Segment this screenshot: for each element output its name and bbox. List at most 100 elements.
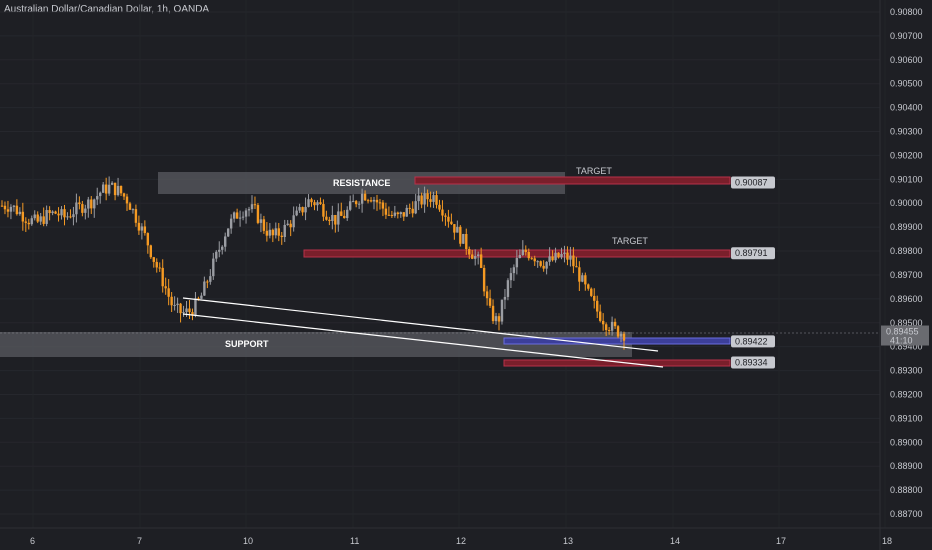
candle-body <box>21 211 25 222</box>
candle-body <box>366 200 370 202</box>
candle-body <box>122 193 126 197</box>
candle-body <box>509 273 513 281</box>
candle-body <box>36 214 39 222</box>
candle-body <box>340 211 343 216</box>
candle-body <box>539 261 542 266</box>
candle-body <box>622 333 626 341</box>
candle-body <box>512 267 516 274</box>
candle-body <box>253 204 257 206</box>
candle-body <box>286 223 289 225</box>
candle-body <box>322 204 325 217</box>
candle-body <box>488 298 492 306</box>
y-tick-label: 0.88700 <box>890 509 923 519</box>
y-tick-label: 0.89100 <box>890 413 923 423</box>
candles <box>0 176 626 350</box>
candle-body <box>235 212 239 219</box>
candle-body <box>209 276 212 282</box>
candle-body <box>131 209 135 211</box>
y-tick-label: 0.89900 <box>890 222 923 232</box>
y-tick-label: 0.90200 <box>890 150 923 160</box>
candle-body <box>351 201 355 203</box>
candle-body <box>161 267 164 287</box>
candle-body <box>601 320 605 325</box>
candle-body <box>170 296 173 306</box>
candle-body <box>271 229 275 236</box>
candle-body <box>45 210 48 224</box>
candle-body <box>354 201 358 205</box>
candle-body <box>75 202 78 215</box>
target-upper-label: TARGET <box>576 166 612 176</box>
candle-body <box>557 252 560 258</box>
candle-body <box>295 210 298 216</box>
y-tick-label: 0.88800 <box>890 485 923 495</box>
target-lower-label: TARGET <box>612 236 648 246</box>
candle-body <box>450 221 453 225</box>
candle-body <box>191 312 194 316</box>
candle-body <box>30 218 33 225</box>
y-tick-label: 0.90000 <box>890 198 923 208</box>
candle-body <box>104 184 108 194</box>
candle-body <box>548 256 551 262</box>
candle-body <box>616 326 620 337</box>
candle-body <box>381 202 385 209</box>
candle-body <box>146 233 150 246</box>
candle-body <box>66 216 69 218</box>
price-tag-label: 0.89334 <box>735 357 768 367</box>
candle-body <box>319 202 322 205</box>
candle-body <box>54 211 57 214</box>
candle-body <box>99 192 102 197</box>
y-tick-label: 0.89700 <box>890 270 923 280</box>
candle-body <box>304 206 307 213</box>
candle-body <box>78 202 81 205</box>
y-tick-label: 0.89800 <box>890 246 923 256</box>
candle-body <box>149 245 153 258</box>
candle-body <box>57 213 60 216</box>
candle-body <box>60 209 63 216</box>
candle-body <box>384 208 388 215</box>
candle-body <box>259 219 263 223</box>
candle-body <box>194 298 197 316</box>
price-tag-label: 0.89422 <box>735 336 768 346</box>
candle-body <box>396 212 400 215</box>
candle-body <box>316 202 319 206</box>
candle-body <box>331 214 334 221</box>
candle-body <box>476 254 480 257</box>
candle-body <box>280 235 283 237</box>
candle-body <box>542 265 545 269</box>
x-tick-label: 7 <box>137 536 142 546</box>
support-label: SUPPORT <box>225 339 269 349</box>
candle-body <box>0 205 4 207</box>
candle-body <box>152 257 155 262</box>
candle-body <box>482 267 486 292</box>
candle-body <box>197 298 200 300</box>
candle-body <box>465 234 468 250</box>
candle-body <box>101 184 105 193</box>
candle-body <box>575 266 578 268</box>
candle-body <box>369 200 373 202</box>
candle-body <box>164 286 167 289</box>
candle-body <box>274 228 277 236</box>
y-tick-label: 0.89500 <box>890 318 923 328</box>
candle-body <box>51 211 54 214</box>
candle-body <box>387 214 391 216</box>
candle-body <box>619 333 623 337</box>
price-tag <box>731 247 775 260</box>
candle-body <box>238 217 242 219</box>
candle-body <box>226 228 230 237</box>
candle-body <box>325 216 328 220</box>
candle-body <box>283 224 286 237</box>
candle-body <box>551 256 554 261</box>
y-tick-label: 0.90700 <box>890 31 923 41</box>
candle-body <box>590 288 593 296</box>
candle-body <box>244 210 248 217</box>
candle-body <box>39 216 42 222</box>
candle-body <box>247 209 251 211</box>
candle-body <box>185 308 188 313</box>
candle-body <box>143 226 147 234</box>
candle-body <box>265 230 269 236</box>
candle-body <box>417 195 420 202</box>
candle-body <box>241 216 245 218</box>
candle-body <box>337 211 340 225</box>
x-tick-label: 10 <box>243 536 253 546</box>
